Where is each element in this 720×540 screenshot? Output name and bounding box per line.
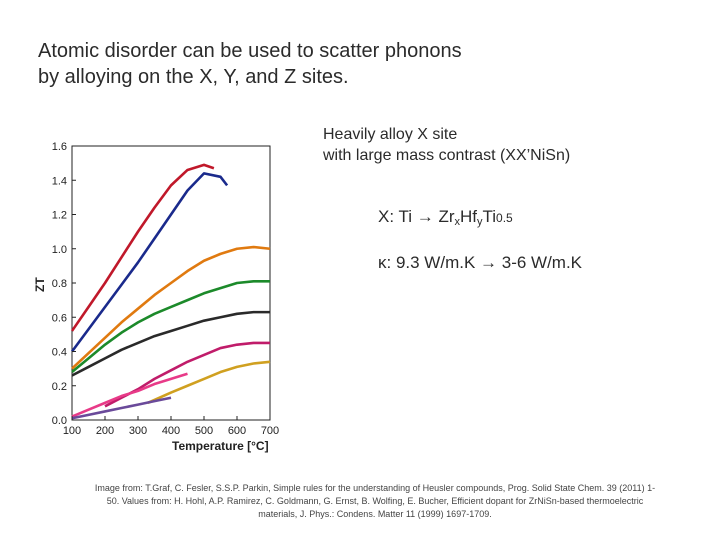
x-tick-label: 600: [228, 425, 246, 437]
x-tick-label: 400: [162, 425, 180, 437]
y-tick-label: 1.6: [52, 141, 67, 153]
series-line-4: [71, 279, 270, 374]
x-site-substitution: X: Ti → ZrxHfyTi0.5: [378, 207, 513, 228]
x-tick-label: 500: [195, 425, 213, 437]
series-line-8: [71, 372, 188, 418]
series-line-2: [70, 172, 229, 353]
image-credit: Image from: T.Graf, C. Fesler, S.S.P. Pa…: [62, 482, 688, 521]
series-line-7: [147, 360, 271, 405]
title-line-1: Atomic disorder can be used to scatter p…: [38, 40, 462, 62]
x-line-mid2: Ti: [482, 207, 497, 226]
series-line-3: [71, 245, 271, 370]
x-line-sub2: y: [477, 216, 483, 228]
slide-title: Atomic disorder can be used to scatter p…: [38, 38, 598, 90]
credit-line-3: materials, J. Phys.: Condens. Matter 11 …: [258, 509, 492, 519]
y-tick-label: 0.8: [52, 278, 67, 290]
credit-line-2: 50. Values from: H. Hohl, A.P. Ramirez, …: [106, 496, 644, 506]
series-line-9: [71, 396, 172, 420]
x-line-prefix: X: Ti → Zr: [378, 207, 455, 226]
y-tick-label: 1.0: [52, 244, 67, 256]
y-tick-label: 0.6: [52, 312, 67, 324]
y-tick-label: 1.4: [52, 175, 67, 187]
x-line-tail: 0.5: [496, 211, 513, 225]
x-tick-label: 200: [96, 425, 114, 437]
x-line-mid1: Hf: [460, 207, 477, 226]
series-line-1: [70, 163, 215, 332]
note-box: Heavily alloy X site with large mass con…: [323, 124, 703, 166]
note-line-2: with large mass contrast (XX’NiSn): [323, 147, 571, 164]
x-tick-label: 300: [129, 425, 147, 437]
thermal-conductivity-line: κ: 9.3 W/m.K → 3-6 W/m.K: [378, 253, 583, 272]
plot-series: [70, 163, 271, 420]
x-axis-title: Temperature [°C]: [172, 439, 269, 453]
x-tick-label: 700: [261, 425, 279, 437]
plot-ticks: 100 200 300 400 500 600 700 0.0 0.2 0.4 0.6 0.8 1.0 1…: [52, 141, 279, 437]
y-tick-label: 0.2: [52, 381, 67, 393]
note-line-1: Heavily alloy X site: [323, 126, 458, 143]
y-axis-title: ZT: [33, 277, 47, 292]
y-tick-label: 0.0: [52, 415, 67, 427]
y-tick-label: 0.4: [52, 347, 67, 359]
series-line-5: [71, 310, 270, 377]
title-line-2: by alloying on the X, Y, and Z sites.: [38, 66, 349, 88]
x-line-sub1: x: [454, 216, 461, 228]
x-tick-label: 100: [63, 425, 81, 437]
credit-line-1: Image from: T.Graf, C. Fesler, S.S.P. Pa…: [94, 483, 656, 493]
y-tick-label: 1.2: [52, 210, 67, 222]
